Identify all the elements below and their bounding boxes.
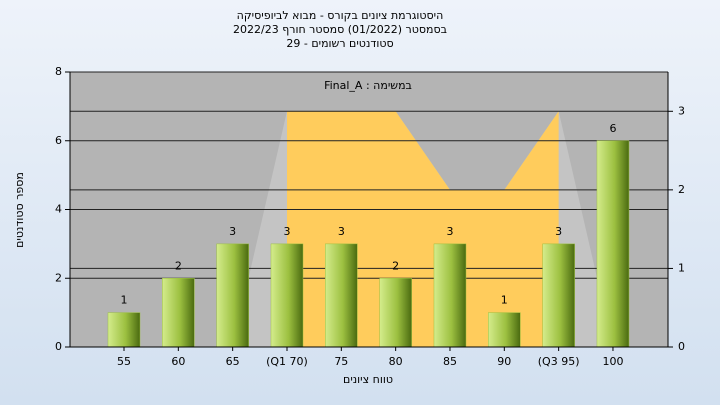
value-label: 3 <box>555 225 562 238</box>
bar <box>270 243 304 348</box>
value-label: 6 <box>609 122 616 135</box>
y-tick-label: 2 <box>55 271 62 284</box>
title-line: בסמסטר (01/2022) סמסטר חורף 2022/23 <box>233 23 447 36</box>
y-tick-label: 4 <box>55 203 62 216</box>
bar <box>542 243 575 348</box>
y-tick-label: 0 <box>55 340 62 353</box>
value-label: 1 <box>121 294 128 307</box>
bar <box>488 312 521 348</box>
annotation: במשימה : Final_A <box>324 79 412 92</box>
y2-tick-label: 0 <box>678 340 685 353</box>
value-label: 3 <box>283 225 290 238</box>
value-label: 3 <box>446 225 453 238</box>
x-tick-label: 85 <box>443 355 457 368</box>
y2-tick-label: 2 <box>678 183 685 196</box>
bar <box>216 243 249 348</box>
value-label: 1 <box>501 294 508 307</box>
x-tick-label: 55 <box>117 355 131 368</box>
value-label: 2 <box>392 259 399 272</box>
bar <box>162 278 195 348</box>
x-tick-label: 80 <box>389 355 403 368</box>
value-label: 3 <box>338 225 345 238</box>
title-line: היסטוגרמת ציונים בקורס - מבוא לביופיסיקה <box>237 9 444 22</box>
x-tick-label: 65 <box>226 355 240 368</box>
y-axis-label: מספר סטודנטים <box>13 172 26 248</box>
x-tick-label: 90 <box>497 355 511 368</box>
x-tick-label: 60 <box>171 355 185 368</box>
x-tick-label: 75 <box>334 355 348 368</box>
x-tick-label: (Q3 95) <box>538 355 580 368</box>
y-tick-label: 6 <box>55 134 62 147</box>
bar <box>433 243 467 348</box>
y2-tick-label: 1 <box>678 261 685 274</box>
title-line: סטודנטים רשומים - 29 <box>286 37 393 50</box>
bar <box>325 243 358 348</box>
x-tick-label: (Q1 70) <box>266 355 308 368</box>
value-label: 2 <box>175 259 182 272</box>
y-tick-label: 8 <box>55 65 62 78</box>
y2-tick-label: 3 <box>678 104 685 117</box>
value-label: 3 <box>229 225 236 238</box>
x-axis-label: טווח ציונים <box>343 373 393 386</box>
bar <box>107 312 141 348</box>
bar <box>596 140 630 348</box>
x-tick-label: 100 <box>602 355 623 368</box>
bar <box>379 278 412 348</box>
